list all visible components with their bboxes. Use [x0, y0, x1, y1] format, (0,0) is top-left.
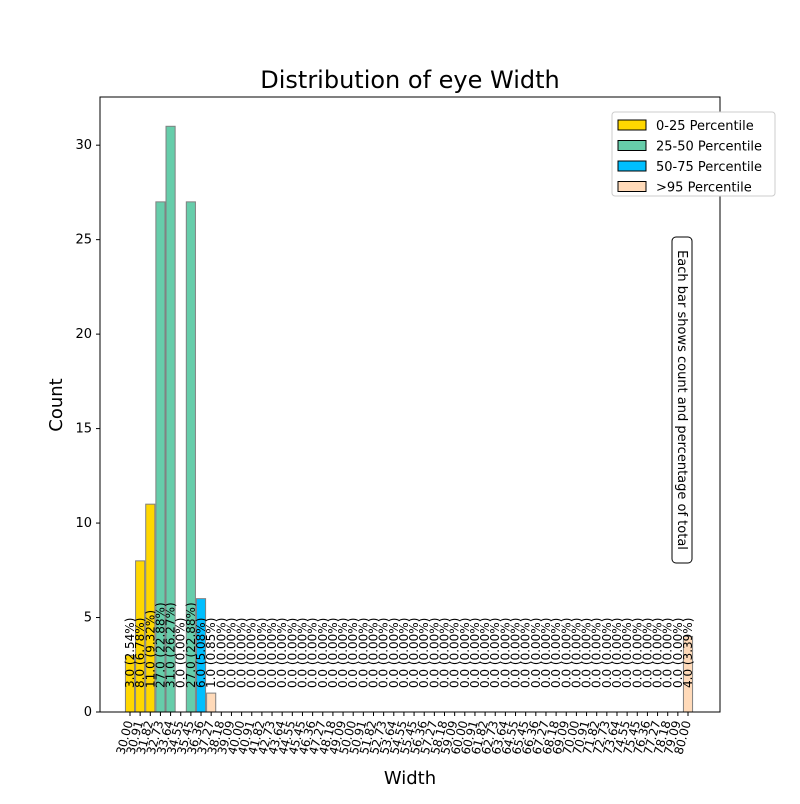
plot-frame [99, 96, 721, 713]
value-label: 0.0 (0.00%) [590, 618, 604, 688]
legend-label: 25-50 Percentile [656, 140, 762, 155]
value-label: 0.0 (0.00%) [397, 618, 411, 688]
y-axis-label: Count [46, 378, 67, 431]
value-label: 0.0 (0.00%) [630, 618, 644, 688]
legend-swatch [617, 119, 647, 131]
value-label: 0.0 (0.00%) [529, 618, 543, 688]
value-label: 0.0 (0.00%) [559, 618, 573, 688]
value-label: 0.0 (0.00%) [651, 618, 665, 688]
y-tick-label: 5 [84, 611, 92, 626]
chart-title: Distribution of eye Width [260, 66, 560, 94]
value-label: 0.0 (0.00%) [519, 618, 533, 688]
legend-swatch [617, 160, 647, 172]
value-label: 0.0 (0.00%) [671, 618, 685, 688]
value-label: 0.0 (0.00%) [438, 618, 452, 688]
value-label: 0.0 (0.00%) [265, 618, 279, 688]
value-label: 3.0 (2.54%) [123, 618, 137, 688]
legend-swatch [617, 140, 647, 151]
legend-label: 0-25 Percentile [656, 119, 754, 134]
value-label: 0.0 (0.00%) [346, 618, 360, 688]
value-label: 0.0 (0.00%) [295, 618, 309, 688]
value-label: 0.0 (0.00%) [245, 618, 259, 688]
value-label: 0.0 (0.00%) [336, 618, 350, 688]
value-label: 0.0 (0.00%) [224, 618, 238, 688]
value-label: 11.0 (9.32%) [143, 610, 157, 688]
annotation-box [671, 236, 693, 564]
value-label: 0.0 (0.00%) [326, 618, 340, 688]
y-tick-label: 15 [75, 422, 92, 437]
value-label: 0.0 (0.00%) [640, 618, 654, 688]
value-label: 0.0 (0.00%) [275, 618, 289, 688]
value-label: 0.0 (0.00%) [539, 618, 553, 688]
value-label: 4.0 (3.39%) [681, 618, 695, 688]
value-label: 6.0 (5.08%) [194, 618, 208, 688]
value-label: 27.0 (22.88%) [153, 602, 167, 688]
annotation: Each bar shows count and percentage of t… [674, 250, 689, 550]
legend-label: >95 Percentile [656, 181, 752, 196]
value-label: 0.0 (0.00%) [448, 618, 462, 688]
y-tick-label: 10 [75, 516, 92, 531]
value-label: 0.0 (0.00%) [580, 618, 594, 688]
value-label: 0.0 (0.00%) [549, 618, 563, 688]
value-label: 31.0 (26.27%) [164, 602, 178, 688]
value-label: 0.0 (0.00%) [569, 618, 583, 688]
y-tick-label: 25 [75, 233, 92, 248]
value-label: 27.0 (22.88%) [184, 602, 198, 688]
value-label: 0.0 (0.00%) [387, 618, 401, 688]
value-label: 0.0 (0.00%) [356, 618, 370, 688]
value-label: 0.0 (0.00%) [214, 618, 228, 688]
value-label: 0.0 (0.00%) [488, 618, 502, 688]
value-label: 1.0 (0.85%) [204, 618, 218, 688]
value-label: 0.0 (0.00%) [417, 618, 431, 688]
value-label: 0.0 (0.00%) [600, 618, 614, 688]
value-label: 0.0 (0.00%) [610, 618, 624, 688]
value-label: 0.0 (0.00%) [285, 618, 299, 688]
value-label: 0.0 (0.00%) [458, 618, 472, 688]
y-tick-label: 30 [75, 138, 92, 153]
y-tick-label: 20 [75, 327, 92, 342]
legend-box [611, 111, 776, 197]
value-label: 0.0 (0.00%) [235, 618, 249, 688]
value-label: 0.0 (0.00%) [316, 618, 330, 688]
value-label: 8.0 (6.78%) [133, 618, 147, 688]
value-label: 0.0 (0.00%) [498, 618, 512, 688]
y-tick-label: 0 [84, 705, 92, 720]
value-label: 0.0 (0.00%) [620, 618, 634, 688]
value-label: 0.0 (0.00%) [468, 618, 482, 688]
value-label: 0.0 (0.00%) [366, 618, 380, 688]
value-label: 0.0 (0.00%) [174, 618, 188, 688]
value-label: 0.0 (0.00%) [377, 618, 391, 688]
value-label: 0.0 (0.00%) [255, 618, 269, 688]
x-axis-label: Width [384, 768, 436, 789]
value-label: 0.0 (0.00%) [509, 618, 523, 688]
legend-label: 50-75 Percentile [656, 160, 762, 175]
bar [206, 692, 217, 713]
value-label: 0.0 (0.00%) [407, 618, 421, 688]
value-label: 0.0 (0.00%) [306, 618, 320, 688]
value-label: 0.0 (0.00%) [427, 618, 441, 688]
legend-swatch [617, 181, 647, 192]
value-label: 0.0 (0.00%) [661, 618, 675, 688]
value-label: 0.0 (0.00%) [478, 618, 492, 688]
